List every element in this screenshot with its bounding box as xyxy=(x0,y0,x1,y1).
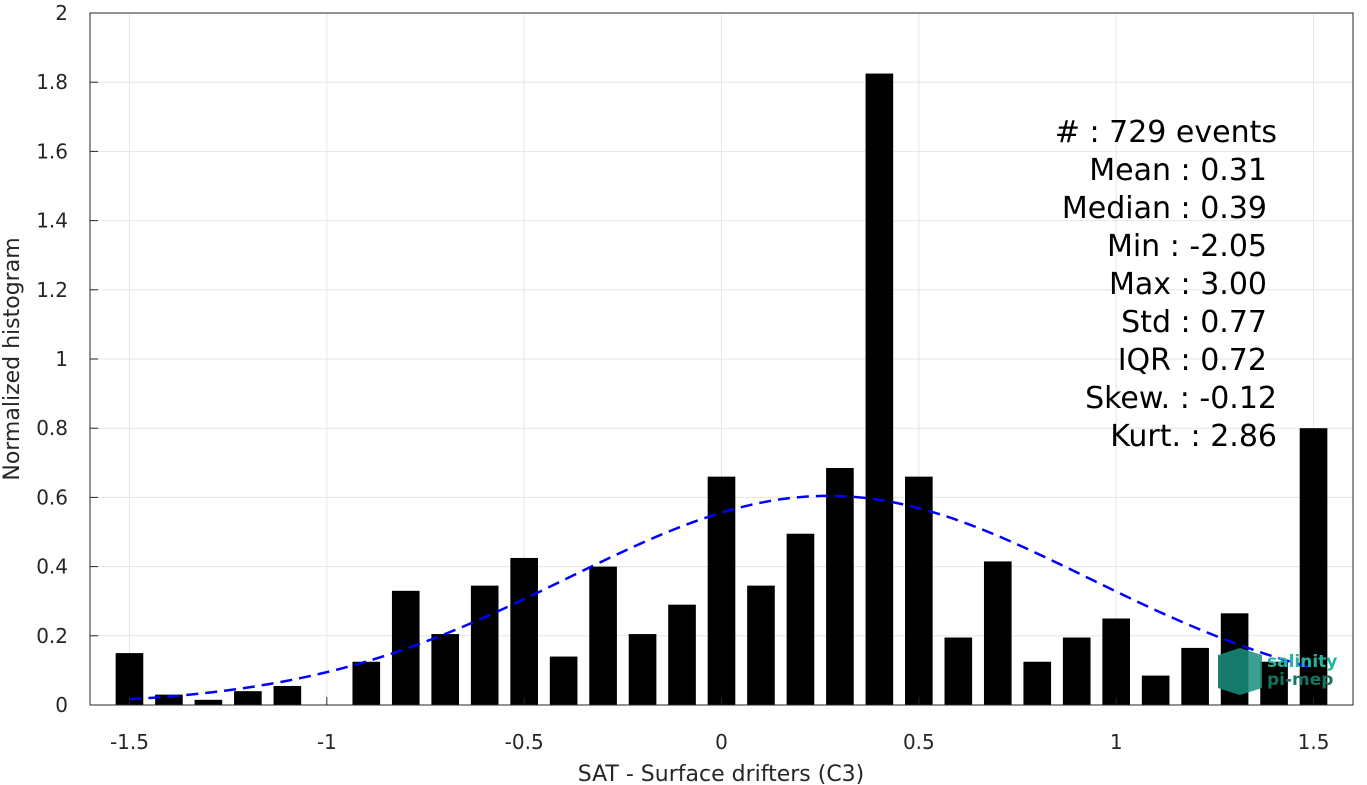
stat-line: IQR : 0.72 xyxy=(1118,343,1267,378)
histogram-bar xyxy=(944,637,973,705)
histogram-bar xyxy=(234,691,262,705)
histogram-bar xyxy=(668,604,696,705)
stat-line: Std : 0.77 xyxy=(1121,305,1267,340)
histogram-bar xyxy=(628,634,657,705)
histogram-bar xyxy=(826,467,854,705)
histogram-bar xyxy=(194,699,223,705)
histogram-bar xyxy=(1299,428,1328,705)
histogram-bar xyxy=(1062,637,1091,705)
histogram-bar xyxy=(1141,675,1170,705)
stat-line: Mean : 0.31 xyxy=(1089,153,1267,188)
salinity-pimep-logo: salinity pi-mep xyxy=(1218,648,1337,695)
histogram-bar xyxy=(510,557,538,705)
histogram-bar xyxy=(155,694,183,705)
y-tick-label: 1.6 xyxy=(36,139,68,163)
x-axis-ticks: -1.5 -1 -0.5 0 0.5 1 1.5 xyxy=(110,697,1329,754)
histogram-bar xyxy=(865,73,894,706)
x-tick-label: -0.5 xyxy=(505,730,544,754)
y-axis-ticks: 0 0.2 0.4 0.6 0.8 1 1.2 1.4 1.6 1.8 2 xyxy=(36,1,98,717)
y-tick-label: 1.8 xyxy=(36,70,68,94)
histogram-bar xyxy=(786,533,815,705)
stat-line: Kurt. : 2.86 xyxy=(1110,419,1277,454)
y-tick-label: 0.2 xyxy=(36,624,68,648)
histogram-bar xyxy=(115,653,144,705)
y-tick-label: 2 xyxy=(55,1,68,25)
histogram-bar xyxy=(747,585,775,705)
stat-line: # : 729 events xyxy=(1055,115,1277,150)
histogram-bar xyxy=(352,661,381,705)
x-tick-label: 0 xyxy=(715,730,728,754)
x-tick-label: -1 xyxy=(317,730,337,754)
x-tick-label: 1 xyxy=(1110,730,1123,754)
x-axis-label: SAT - Surface drifters (C3) xyxy=(578,762,865,785)
histogram-bar xyxy=(431,634,460,705)
x-tick-label: -1.5 xyxy=(110,730,149,754)
y-tick-label: 0.8 xyxy=(36,416,68,440)
histogram-bars xyxy=(115,73,1328,706)
histogram-bar xyxy=(589,566,617,705)
y-tick-label: 1 xyxy=(55,347,68,371)
logo-line1: salinity xyxy=(1267,652,1337,672)
histogram-bar xyxy=(549,656,578,705)
stat-line: Max : 3.00 xyxy=(1109,267,1267,302)
histogram-bar xyxy=(1023,661,1052,705)
y-tick-label: 0.4 xyxy=(36,555,68,579)
y-axis-label: Normalized histogram xyxy=(0,237,25,480)
logo-line2: pi-mep xyxy=(1267,670,1333,690)
histogram-bar xyxy=(1102,618,1131,705)
stat-line: Median : 0.39 xyxy=(1062,191,1267,226)
y-tick-label: 0 xyxy=(55,693,68,717)
y-tick-label: 1.4 xyxy=(36,209,68,233)
histogram-bar xyxy=(1181,647,1209,705)
histogram-bar xyxy=(470,585,499,705)
x-tick-label: 0.5 xyxy=(903,730,935,754)
y-tick-label: 0.6 xyxy=(36,485,68,509)
gaussian-fit-line xyxy=(129,494,1314,701)
y-tick-label: 1.2 xyxy=(36,278,68,302)
histogram-bar xyxy=(273,685,302,705)
histogram-bar xyxy=(983,561,1012,705)
stat-line: Skew. : -0.12 xyxy=(1085,381,1277,416)
histogram-bar xyxy=(905,476,933,705)
stat-line: Min : -2.05 xyxy=(1107,229,1267,264)
histogram-bar xyxy=(391,590,420,705)
histogram-bar xyxy=(1260,661,1288,705)
x-tick-label: 1.5 xyxy=(1298,730,1330,754)
